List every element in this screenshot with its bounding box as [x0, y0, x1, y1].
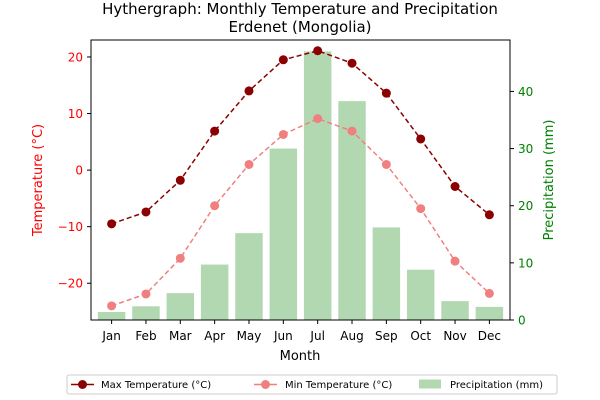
x-tick-label-oct: Oct [410, 329, 431, 343]
precipitation-bar-apr [200, 264, 229, 320]
chart-subtitle: Erdenet (Mongolia) [228, 18, 371, 36]
legend-item-precipitation: Precipitation (mm) [419, 379, 543, 391]
min-temp-point-jun [278, 129, 288, 139]
precipitation-bar-may [235, 233, 263, 320]
precipitation-bar-mar [166, 293, 195, 320]
y-right-tick-label: 10 [518, 256, 533, 270]
precipitation-bars [97, 51, 504, 321]
max-temp-point-sep [381, 88, 391, 98]
min-temp-point-aug [347, 126, 357, 136]
y-right-tick-label: 30 [518, 142, 533, 156]
min-temp-point-feb [141, 289, 151, 299]
max-temp-point-jul [313, 46, 323, 56]
x-tick-label-sep: Sep [375, 329, 398, 343]
y-axis-left-label: Temperature (°C) [31, 124, 46, 237]
plot-frame [90, 39, 511, 321]
precipitation-bar-dec [475, 306, 504, 320]
legend-min-temp-label: Min Temperature (°C) [285, 380, 392, 391]
x-tick-label-jan: Jan [101, 329, 121, 343]
y-left-tick-label: −10 [58, 220, 83, 234]
y-left-tick-label: 20 [68, 50, 83, 64]
x-tick-label-feb: Feb [135, 329, 156, 343]
legend-max-temp-label: Max Temperature (°C) [101, 380, 211, 391]
legend-precipitation-swatch [419, 379, 441, 389]
max-temp-point-aug [347, 58, 357, 68]
max-temp-point-apr [210, 126, 220, 136]
x-tick-label-mar: Mar [169, 329, 192, 343]
min-temp-line [111, 117, 490, 307]
min-temp-point-sep [381, 159, 391, 169]
x-tick-label-apr: Apr [204, 329, 225, 343]
x-tick-label-dec: Dec [478, 329, 501, 343]
precipitation-bar-jul [303, 51, 332, 321]
precipitation-bar-nov [441, 301, 469, 320]
precipitation-bar-jan [97, 312, 126, 320]
legend-precipitation-label: Precipitation (mm) [450, 380, 543, 391]
max-temp-point-oct [416, 134, 426, 144]
x-axis-label: Month [280, 349, 321, 364]
min-temp-point-nov [450, 256, 460, 266]
max-temp-point-mar [175, 175, 185, 185]
y-left-tick-label: −20 [58, 277, 83, 291]
precipitation-bar-sep [372, 227, 401, 320]
min-temp-point-apr [210, 201, 220, 211]
min-temp-point-may [244, 159, 254, 169]
y-left-tick-label: 10 [68, 107, 83, 121]
max-temp-point-may [244, 86, 254, 96]
chart-title: Hythergraph: Monthly Temperature and Pre… [102, 0, 498, 18]
y-right-tick-label: 20 [518, 199, 533, 213]
temperature-lines [107, 46, 494, 311]
min-temp-point-jul [313, 114, 323, 124]
y-right-tick-label: 40 [518, 85, 533, 99]
precipitation-bar-jun [269, 148, 298, 320]
legend: Max Temperature (°C) Min Temperature (°C… [66, 374, 558, 395]
max-temp-point-nov [450, 182, 460, 192]
min-temp-point-oct [416, 204, 426, 214]
max-temp-point-dec [484, 210, 494, 220]
x-tick-label-nov: Nov [443, 329, 466, 343]
max-temp-point-jan [107, 219, 117, 229]
y-left-tick-label: 0 [75, 164, 83, 178]
max-temp-point-jun [278, 55, 288, 65]
x-tick-label-aug: Aug [340, 329, 363, 343]
min-temp-point-dec [484, 288, 494, 298]
y-right-tick-label: 0 [518, 314, 526, 328]
x-tick-label-jul: Jul [309, 329, 324, 343]
legend-item-min-temp: Min Temperature (°C) [254, 380, 392, 391]
y-axis-right-label: Precipitation (mm) [542, 120, 557, 241]
axes: −20 −10 0 10 20 0 10 20 30 40 Jan Feb Mar Apr May Jun Ju… [58, 39, 533, 343]
legend-max-temp-marker [78, 380, 87, 389]
precipitation-bar-feb [132, 306, 160, 320]
x-tick-label-jun: Jun [273, 329, 293, 343]
x-tick-label-may: May [237, 329, 262, 343]
max-temp-line [111, 49, 490, 225]
precipitation-bar-aug [338, 101, 366, 321]
min-temp-point-mar [175, 253, 185, 263]
precipitation-bar-oct [406, 269, 435, 320]
legend-item-max-temp: Max Temperature (°C) [71, 380, 211, 391]
legend-min-temp-marker [261, 380, 270, 389]
max-temp-point-feb [141, 207, 151, 217]
min-temp-point-jan [107, 301, 117, 311]
